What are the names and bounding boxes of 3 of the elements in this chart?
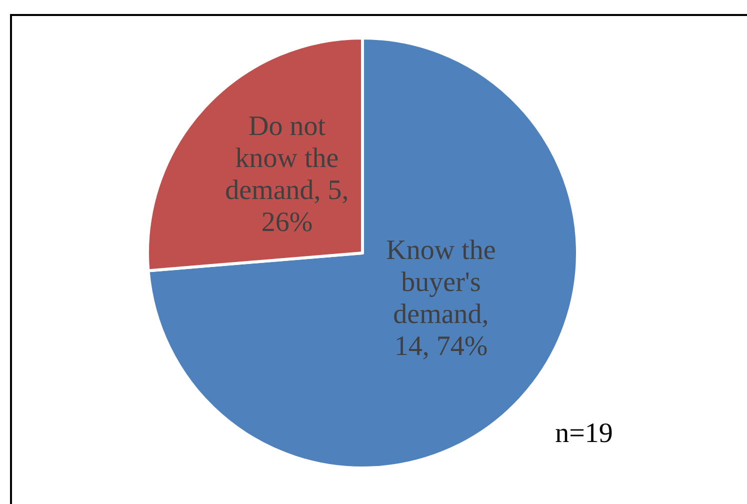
text: n=19 [555,418,613,449]
slice-label: Do not know the demand, 5, 26% [225,111,349,238]
slice-label: Know the buyer's demand, 14, 74% [386,235,496,362]
